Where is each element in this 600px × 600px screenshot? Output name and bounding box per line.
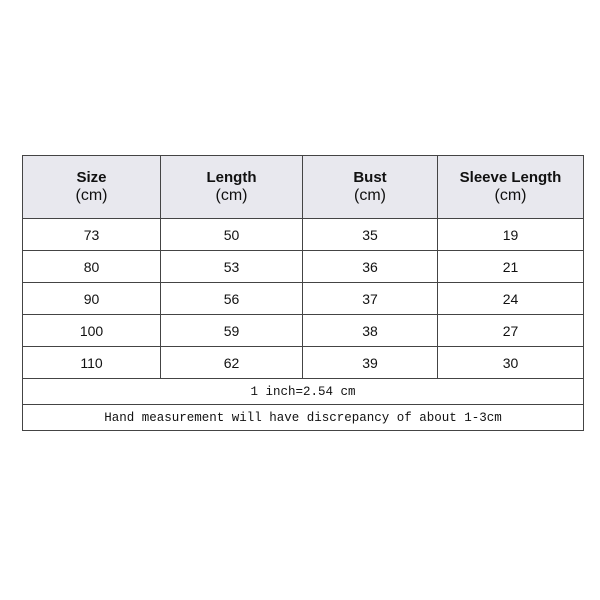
data-cell: 62 [160, 346, 303, 379]
data-row: 80 53 36 21 [22, 250, 584, 283]
data-cell: 38 [302, 314, 438, 347]
data-cell: 37 [302, 282, 438, 315]
data-cell: 56 [160, 282, 303, 315]
data-row: 100 59 38 27 [22, 314, 584, 347]
data-cell: 36 [302, 250, 438, 283]
data-cell: 30 [437, 346, 584, 379]
data-cell: 39 [302, 346, 438, 379]
data-cell: 19 [437, 218, 584, 251]
header-cell: Sleeve Length (cm) [437, 155, 584, 219]
data-cell: 90 [22, 282, 161, 315]
data-row: 110 62 39 30 [22, 346, 584, 379]
header-name: Sleeve Length [459, 169, 562, 186]
data-cell: 35 [302, 218, 438, 251]
header-unit: (cm) [75, 187, 108, 204]
header-name: Size [76, 169, 107, 186]
header-cell: Length (cm) [160, 155, 303, 219]
data-cell: 50 [160, 218, 303, 251]
table-head: Size (cm) Length (cm) Bust (cm) Sleeve Length(… [22, 155, 584, 219]
header-unit: (cm) [494, 187, 527, 204]
data-cell: 80 [22, 250, 161, 283]
size-table: Size (cm) Length (cm) Bust (cm) Sleeve Length(… [22, 155, 584, 431]
data-cell: 110 [22, 346, 161, 379]
header-unit: (cm) [354, 187, 386, 204]
header-unit: (cm) [215, 187, 248, 204]
data-cell: 100 [22, 314, 161, 347]
note-cell: Hand measurement will have discrepancy o… [22, 404, 584, 431]
header-cell: Bust (cm) [302, 155, 438, 219]
data-row: 73 50 35 19 [22, 218, 584, 251]
note-row: Hand measurement will have discrepancy o… [22, 404, 584, 431]
data-row: 90 56 37 24 [22, 282, 584, 315]
header-name: Length [206, 169, 257, 186]
table-body: 73 50 35 19 80 53 36 21 90 56 37 24 100 59 38 27 110 62 39… [22, 218, 584, 431]
data-cell: 21 [437, 250, 584, 283]
note-row: 1 inch=2.54 cm [22, 378, 584, 405]
header-cell: Size (cm) [22, 155, 161, 219]
header-name: Bust [353, 169, 387, 186]
data-cell: 24 [437, 282, 584, 315]
data-cell: 73 [22, 218, 161, 251]
data-cell: 59 [160, 314, 303, 347]
header-row: Size (cm) Length (cm) Bust (cm) Sleeve Length(… [22, 155, 584, 219]
data-cell: 53 [160, 250, 303, 283]
data-cell: 27 [437, 314, 584, 347]
note-cell: 1 inch=2.54 cm [22, 378, 584, 405]
